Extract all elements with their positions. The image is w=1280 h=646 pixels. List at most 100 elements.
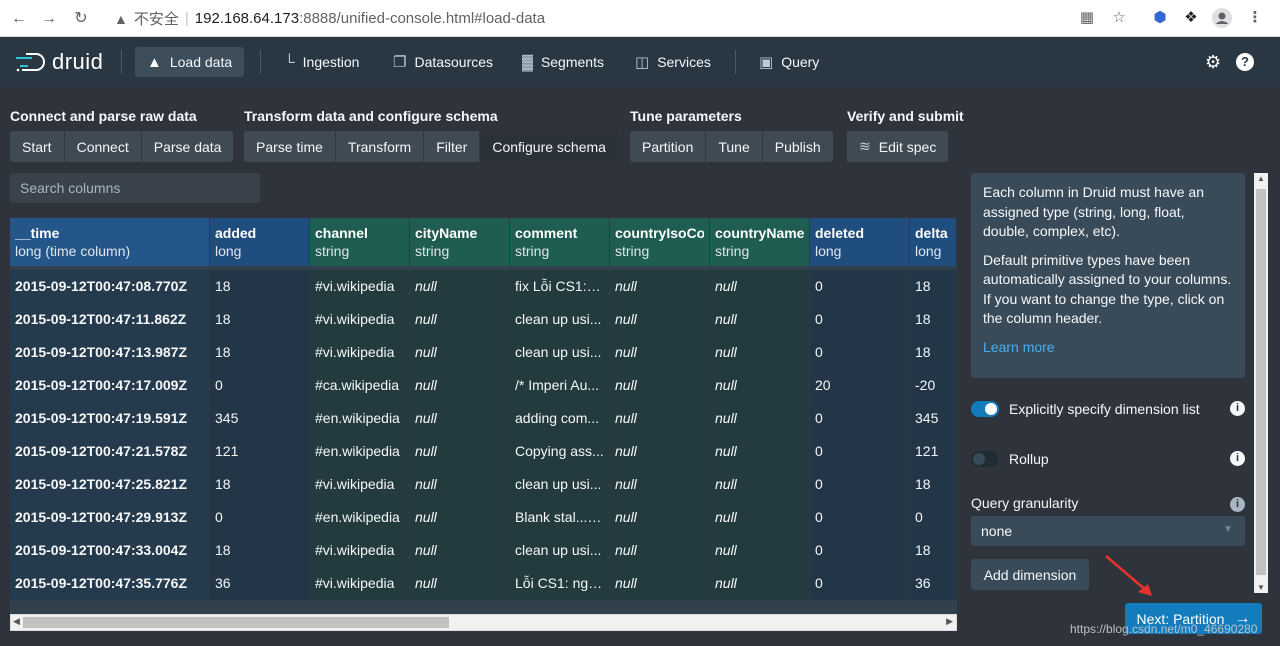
search-columns-input[interactable]: Search columns [10, 173, 260, 203]
nav-ingestion[interactable]: └ Ingestion [272, 47, 371, 77]
column-header[interactable]: channel string [310, 218, 410, 266]
rollup-toggle[interactable] [971, 451, 999, 467]
help-icon[interactable]: ? [1236, 53, 1254, 71]
query-granularity-value: none [981, 523, 1013, 539]
table-cell: null [710, 500, 810, 534]
nav-datasources[interactable]: ❐ Datasources [381, 47, 505, 77]
info-icon[interactable]: i [1230, 497, 1245, 512]
scroll-left-icon[interactable]: ◀ [13, 616, 20, 626]
column-type: string [515, 243, 550, 259]
nav-segments[interactable]: ▓ Segments [510, 47, 616, 77]
watermark-text: https://blog.csdn.net/m0_46690280 [1070, 622, 1258, 636]
table-cell: 2015-09-12T00:47:11.862Z [10, 302, 210, 336]
address-bar[interactable]: ▲ 不安全 | 192.168.64.173:8888/unified-cons… [104, 5, 1064, 32]
table-cell: #vi.wikipedia [310, 533, 410, 567]
info-callout: Each column in Druid must have an assign… [971, 173, 1245, 378]
step-tune-button[interactable]: Tune [706, 131, 763, 162]
scrollbar-thumb[interactable] [1256, 189, 1266, 575]
table-cell: 0 [810, 467, 910, 501]
column-header[interactable]: __time long (time column) [10, 218, 210, 266]
column-header[interactable]: cityName string [410, 218, 510, 266]
table-cell: -20 [910, 368, 957, 402]
table-cell: 2015-09-12T00:47:25.821Z [10, 467, 210, 501]
nav-load-data-label: Load data [169, 54, 233, 70]
table-cell: 18 [210, 335, 310, 369]
step-connect-button[interactable]: Connect [64, 131, 142, 162]
cog-icon[interactable]: ⚙ [1205, 52, 1222, 72]
step-partition-button[interactable]: Partition [630, 131, 707, 162]
rollup-switch-row[interactable]: Rollup i [971, 448, 1245, 470]
table-cell: 2015-09-12T00:47:19.591Z [10, 401, 210, 435]
column-header[interactable]: deleted long [810, 218, 910, 266]
table-cell: 121 [210, 434, 310, 468]
translate-icon[interactable]: ▦ [1079, 9, 1095, 26]
nav-services[interactable]: ◫ Services [623, 47, 723, 77]
table-row: 2015-09-12T00:47:35.776Z 36 #vi.wikipedia n… [10, 566, 957, 600]
column-name: channel [315, 225, 368, 241]
table-cell: 18 [210, 467, 310, 501]
table-cell: null [610, 335, 710, 369]
add-dimension-button[interactable]: Add dimension [971, 559, 1089, 590]
step-parse-time-button[interactable]: Parse time [244, 131, 336, 162]
column-header[interactable]: added long [210, 218, 310, 266]
column-header[interactable]: countryName string [710, 218, 810, 266]
step-edit-spec-label: Edit spec [878, 138, 937, 155]
table-cell: 121 [910, 434, 957, 468]
column-type: long [215, 243, 242, 259]
puzzle-icon[interactable]: ❖ [1184, 9, 1198, 26]
column-header[interactable]: countryIsoCode string [610, 218, 710, 266]
nav-query[interactable]: ▣ Query [747, 47, 831, 77]
table-cell: null [410, 302, 510, 336]
druid-logo[interactable]: druid [14, 48, 103, 76]
learn-more-link[interactable]: Learn more [983, 338, 1055, 355]
forward-icon[interactable]: → [41, 10, 57, 27]
nav-query-label: Query [781, 54, 820, 70]
column-header[interactable]: comment string [510, 218, 610, 266]
scroll-right-icon[interactable]: ▶ [946, 616, 953, 626]
scrollbar-thumb[interactable] [23, 617, 449, 628]
info-icon[interactable]: i [1230, 451, 1245, 466]
column-header[interactable]: delta long [910, 218, 957, 266]
table-cell: Copying ass... [510, 434, 610, 468]
table-cell: null [410, 269, 510, 303]
vertical-scrollbar[interactable]: ▲ ▼ [1254, 173, 1268, 593]
caret-down-icon: ▼ [1223, 524, 1233, 535]
step-start-button[interactable]: Start [10, 131, 65, 162]
table-cell: 2015-09-12T00:47:13.987Z [10, 335, 210, 369]
info-icon[interactable]: i [1230, 401, 1245, 416]
query-granularity-select[interactable]: none ▼ [971, 516, 1245, 546]
query-granularity-label: Query granularity i [971, 495, 1245, 512]
nav-load-data[interactable]: ▲ Load data [135, 47, 245, 77]
table-cell: 0 [810, 434, 910, 468]
step-edit-spec-button[interactable]: ≋ Edit spec [847, 131, 949, 162]
explicit-dimensions-switch-row[interactable]: Explicitly specify dimension list i [971, 398, 1245, 420]
table-cell: 0 [810, 335, 910, 369]
horizontal-scrollbar[interactable]: ◀ ▶ [10, 614, 957, 631]
star-icon[interactable]: ☆ [1112, 9, 1126, 26]
step-publish-button[interactable]: Publish [762, 131, 833, 162]
scroll-down-icon[interactable]: ▼ [1257, 583, 1265, 592]
profile-icon[interactable] [1211, 7, 1233, 29]
next-partition-button[interactable]: Next: Partition → [1125, 603, 1262, 634]
extension-cube-icon[interactable]: ⬢ [1153, 9, 1167, 26]
cloud-upload-icon: ▲ [147, 53, 162, 71]
table-cell: null [610, 533, 710, 567]
table-cell: null [610, 434, 710, 468]
table-cell: 18 [910, 533, 957, 567]
column-name: delta [915, 225, 948, 241]
explicit-dimensions-toggle[interactable] [971, 401, 999, 417]
step-parse-data-button[interactable]: Parse data [141, 131, 234, 162]
step-transform-button[interactable]: Transform [335, 131, 425, 162]
reload-icon[interactable]: ↻ [74, 10, 88, 27]
step-configure-schema-button[interactable]: Configure schema [480, 131, 618, 162]
scroll-up-icon[interactable]: ▲ [1257, 174, 1265, 183]
nav-ingestion-label: Ingestion [302, 54, 360, 70]
column-name: cityName [415, 225, 478, 241]
back-icon[interactable]: ← [11, 10, 27, 27]
table-cell: 0 [210, 368, 310, 402]
nav-divider [735, 50, 736, 74]
table-cell: clean up usi... [510, 335, 610, 369]
table-row: 2015-09-12T00:47:33.004Z 18 #vi.wikipedia n… [10, 533, 957, 567]
step-filter-button[interactable]: Filter [424, 131, 481, 162]
kebab-menu-icon[interactable]: ⋮ [1247, 9, 1263, 26]
